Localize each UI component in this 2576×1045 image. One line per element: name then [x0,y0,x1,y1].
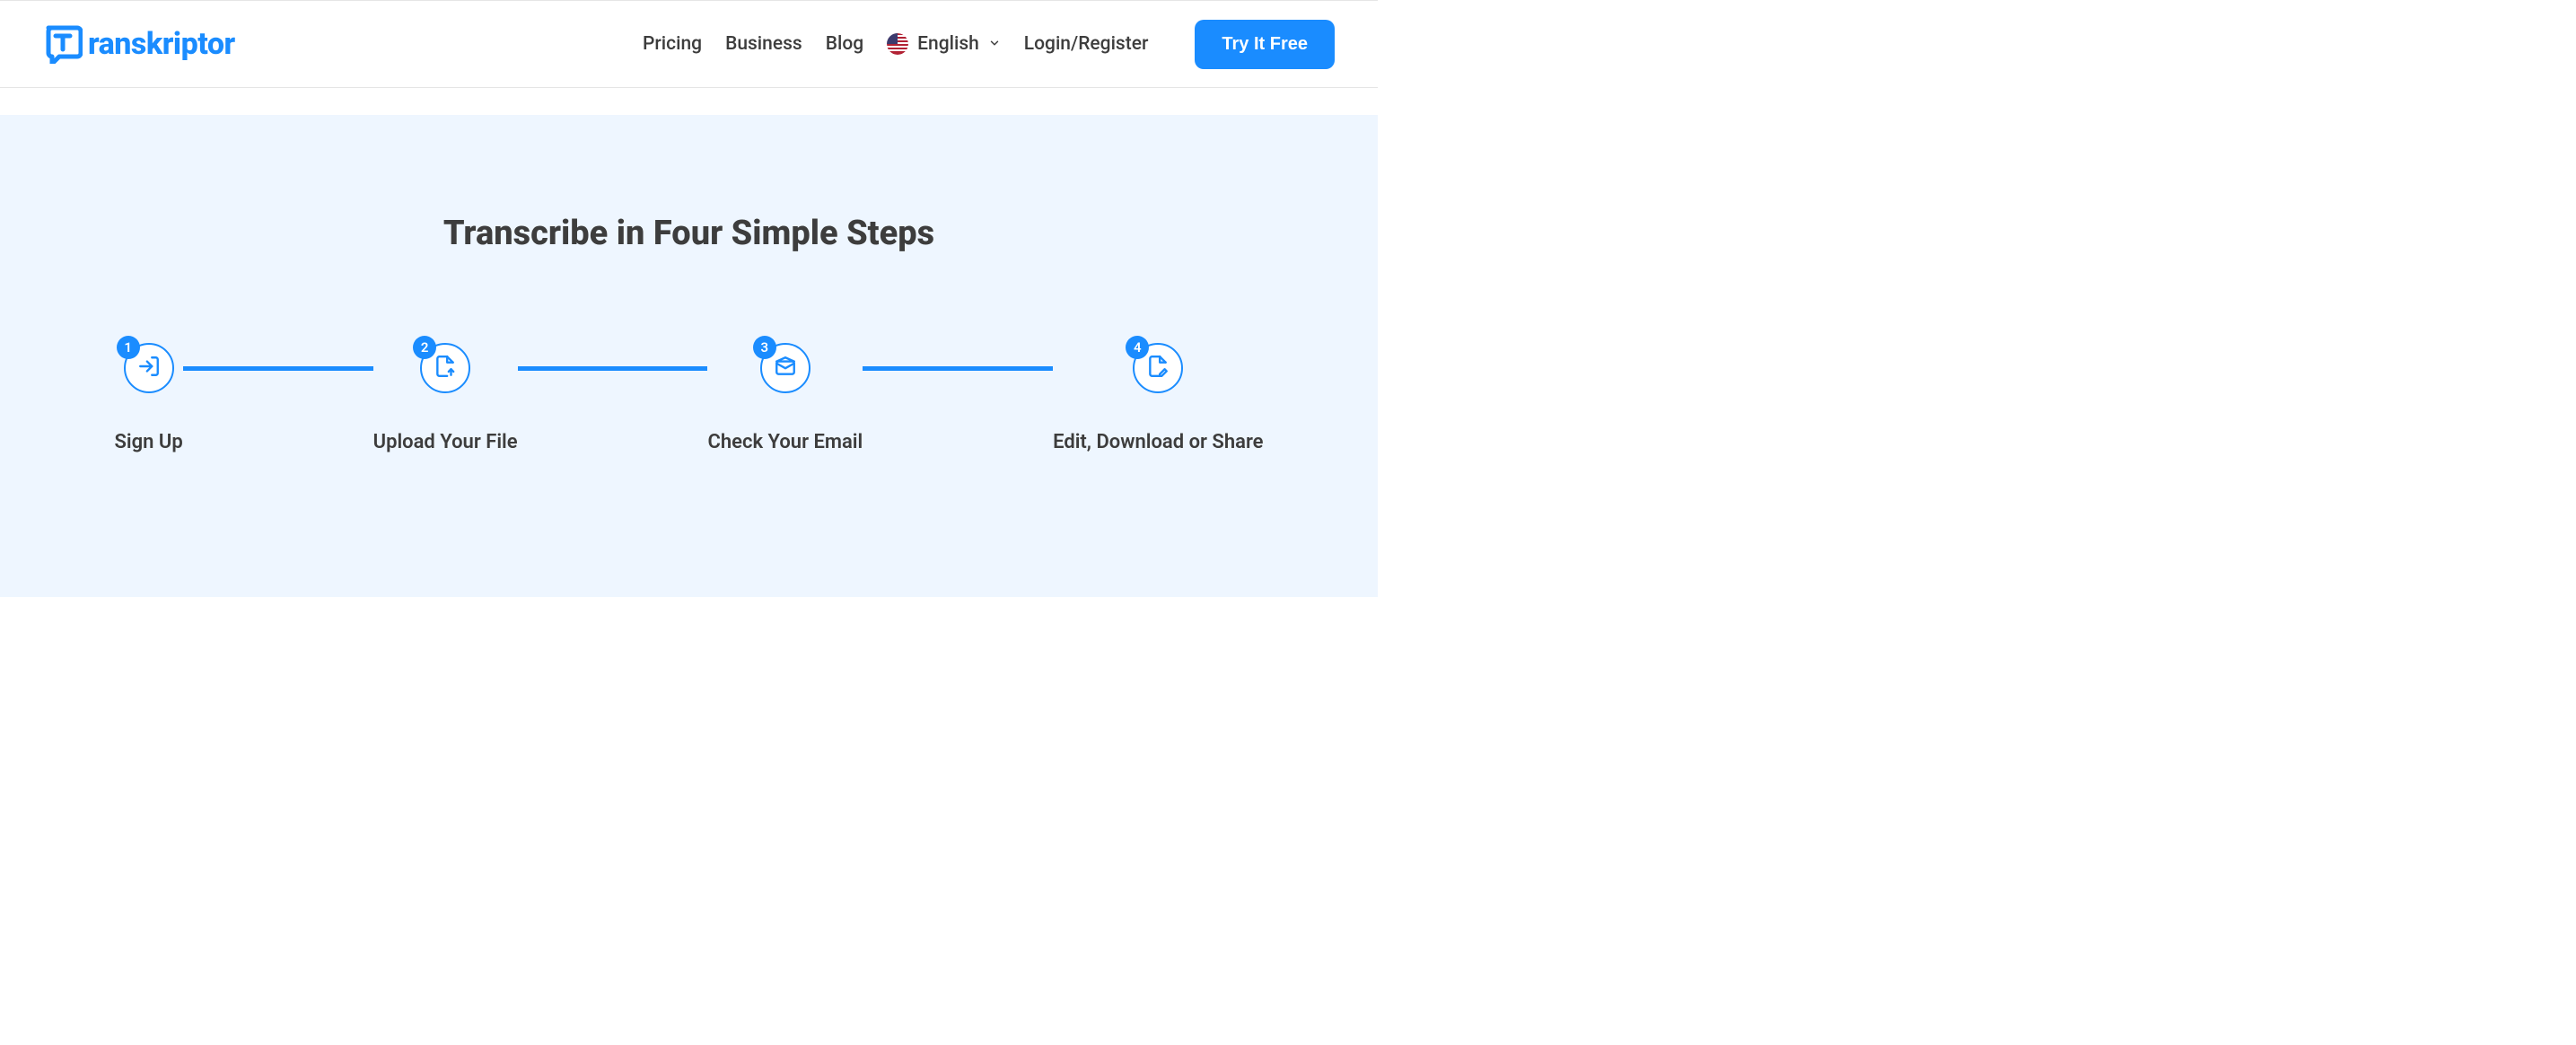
nav-login[interactable]: Login/Register [1024,33,1149,55]
step-upload: 2 Upload Your File [373,343,518,453]
step-circle: 2 [420,343,470,393]
language-selector[interactable]: English [887,33,1001,55]
primary-nav: Pricing Business Blog English [643,20,1335,69]
logo-text: ranskriptor [88,26,235,62]
steps-section: Transcribe in Four Simple Steps 1 Sign U… [0,115,1378,597]
language-label: English [917,33,979,55]
site-header: ranskriptor Pricing Business Blog Englis… [0,0,1378,88]
flag-us-icon [887,33,908,55]
step-circle: 3 [760,343,810,393]
step-label: Check Your Email [707,431,863,453]
step-number-badge: 1 [117,336,140,359]
signin-icon [137,355,161,382]
step-circle: 1 [124,343,174,393]
step-label: Sign Up [115,431,183,453]
steps-row: 1 Sign Up 2 [115,343,1264,453]
logo-mark-icon [43,24,83,64]
nav-pricing[interactable]: Pricing [643,33,702,55]
step-connector [518,366,708,371]
edit-file-icon [1146,355,1170,382]
step-number-badge: 3 [753,336,776,359]
try-free-button[interactable]: Try It Free [1195,20,1335,69]
step-connector [183,366,373,371]
step-label: Edit, Download or Share [1053,431,1263,453]
chevron-down-icon [988,36,1001,53]
step-number-badge: 2 [413,336,436,359]
step-edit: 4 Edit, Download or Share [1053,343,1263,453]
step-email: 3 Check Your Email [707,343,863,453]
mail-icon [774,355,797,382]
step-circle: 4 [1133,343,1183,393]
step-label: Upload Your File [373,431,518,453]
upload-file-icon [434,355,457,382]
nav-blog[interactable]: Blog [826,33,863,55]
step-connector [863,366,1053,371]
brand-logo[interactable]: ranskriptor [43,24,235,64]
nav-business[interactable]: Business [725,33,802,55]
hero-spacer: Transcribe in Four Simple Steps 1 Sign U… [0,88,1378,597]
steps-title: Transcribe in Four Simple Steps [0,214,1378,253]
step-signup: 1 Sign Up [115,343,183,453]
